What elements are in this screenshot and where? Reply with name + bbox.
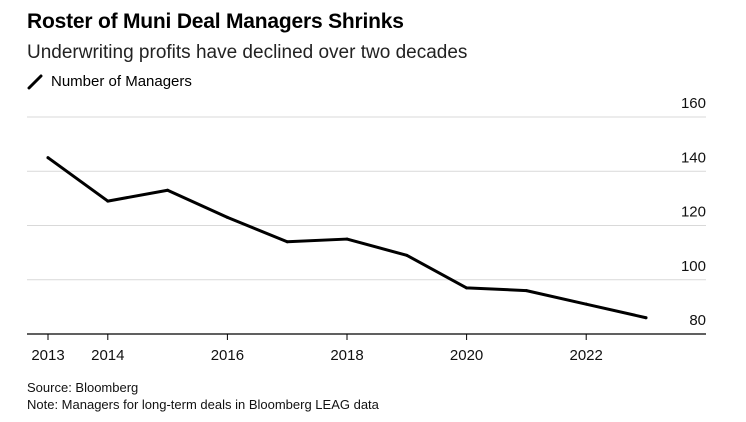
data-point (465, 286, 469, 290)
chart-title: Roster of Muni Deal Managers Shrinks (27, 10, 404, 33)
data-point (285, 240, 289, 244)
data-point (644, 316, 648, 320)
legend-line-icon (27, 74, 43, 89)
data-point (225, 215, 229, 219)
y-tick-label: 120 (681, 204, 706, 221)
source-note: Source: Bloomberg (27, 380, 139, 395)
data-point (584, 302, 588, 306)
data-point (405, 253, 409, 257)
x-tick-label: 2020 (450, 347, 483, 364)
data-point (46, 156, 50, 160)
data-point (106, 199, 110, 203)
footnote: Note: Managers for long-term deals in Bl… (27, 397, 379, 412)
data-point (345, 237, 349, 241)
x-tick-label: 2016 (211, 347, 244, 364)
y-tick-label: 160 (681, 95, 706, 112)
y-tick-label: 80 (689, 312, 706, 329)
y-tick-label: 140 (681, 149, 706, 166)
legend-label: Number of Managers (51, 73, 192, 90)
x-tick-label: 2018 (330, 347, 363, 364)
x-tick-label: 2014 (91, 347, 124, 364)
data-point (524, 289, 528, 293)
x-tick-label: 2022 (570, 347, 603, 364)
x-tick-label: 2013 (31, 347, 64, 364)
chart-subtitle: Underwriting profits have declined over … (27, 42, 468, 63)
legend: Number of Managers (27, 73, 192, 90)
data-point (166, 188, 170, 192)
y-tick-label: 100 (681, 258, 706, 275)
